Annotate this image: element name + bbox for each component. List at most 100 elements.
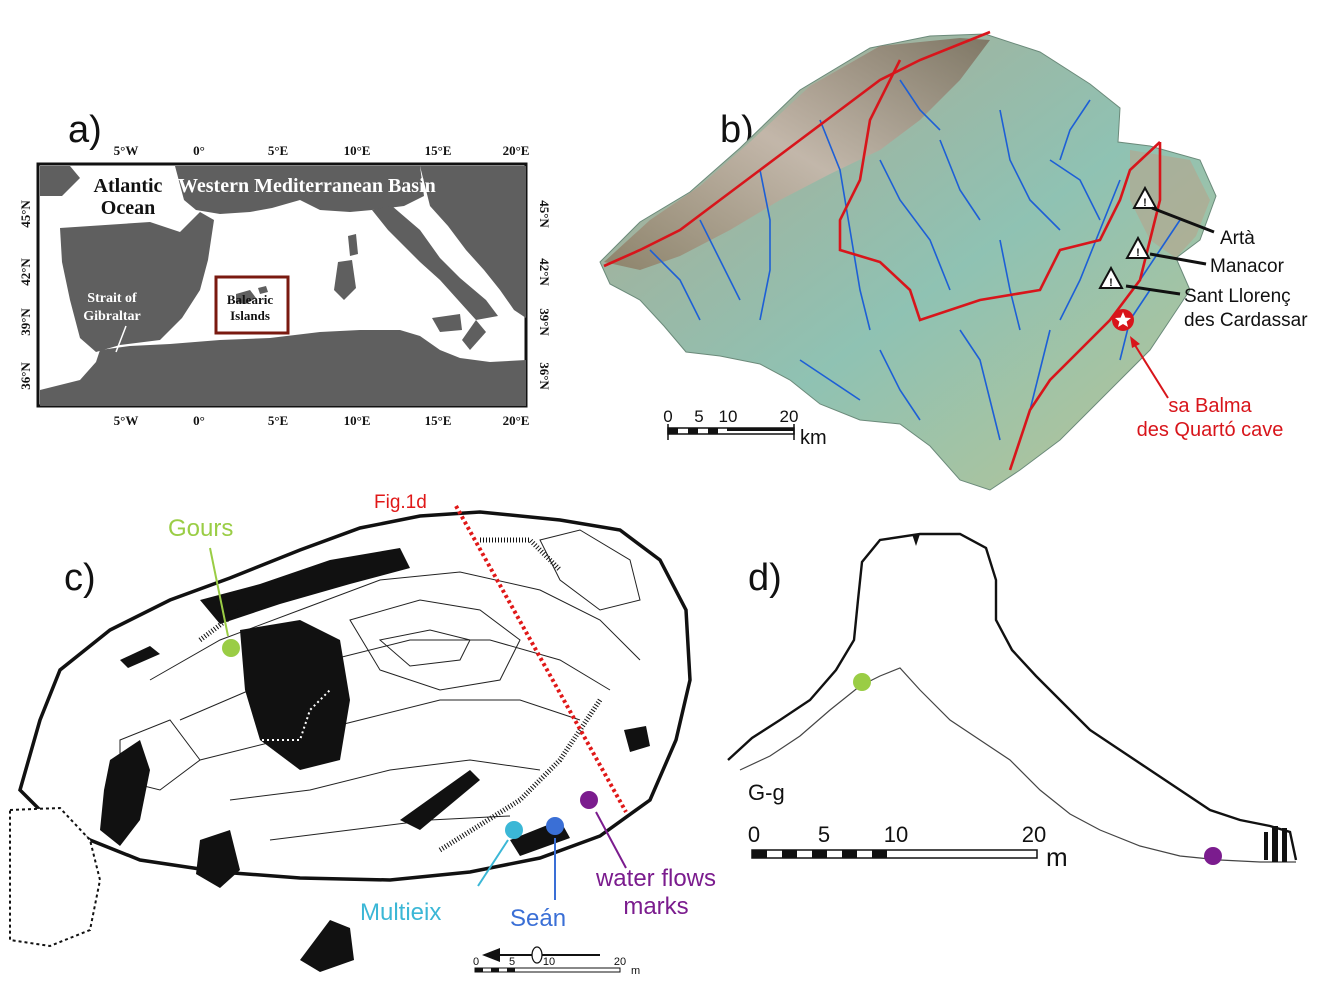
sean-marker [546,817,564,835]
panel-a-label: a) [68,109,102,151]
svg-text:!: ! [1143,197,1147,209]
scale-tick: 10 [884,822,908,847]
lon-tick-bottom: 5°E [268,413,288,428]
scale-unit-m-d: m [1046,842,1068,872]
panel-b-scale-labels: 0 5 10 20 [663,407,798,426]
lon-tick-top: 5°E [268,143,288,158]
cave-label-1: sa Balma [1168,395,1252,417]
lon-tick-top: 10°E [344,143,371,158]
scale-tick: 20 [614,956,626,968]
cave-label-2: des Quartó cave [1137,419,1284,441]
scale-tick: 0 [663,407,672,426]
scale-tick: 10 [543,956,555,968]
scale-tick: 0 [473,956,479,968]
town-sant-llorenc: Sant Llorenç [1184,286,1291,307]
panel-d-section: d) G-g 0 5 10 20 m [727,532,1298,872]
svg-text:!: ! [1136,247,1140,259]
strait-label-2: Gibraltar [83,309,141,324]
gours-pointer [209,547,229,637]
strait-label-1: Strait of [87,291,137,306]
lon-tick-bottom: 5°W [114,413,139,428]
lon-tick-top: 0° [193,143,205,158]
water-marker [580,791,598,809]
sean-label: Seán [510,905,566,932]
lat-tick-right: 45°N [537,200,552,228]
lon-tick-top: 5°W [114,143,139,158]
panel-d-label: d) [748,557,782,599]
balearic-box [214,275,290,335]
panel-a-map: a) [18,109,552,428]
cave-star-icon [1112,309,1134,331]
fig-ref-label: Fig.1d [374,492,427,513]
cave-west-extension [9,806,102,948]
lat-tick-right: 39°N [537,308,552,336]
section-line [454,505,628,813]
scale-tick: 5 [509,956,515,968]
lon-tick-bottom: 10°E [344,413,371,428]
scale-tick: 5 [818,822,830,847]
rivers [649,79,1181,441]
water-label-2: marks [623,893,688,920]
lat-tick-left: 39°N [18,308,33,336]
section-dark-blocks [1264,826,1287,862]
panel-c-label: c) [64,557,96,599]
svg-text:!: ! [1109,277,1113,289]
town-manacor: Manacor [1210,256,1285,277]
panel-c-scale-labels: 0 5 10 20 [473,956,626,968]
panel-b-scale-bar [667,424,795,440]
gours-marker [222,639,240,657]
arta-relief [1130,150,1210,258]
lon-tick-bottom: 15°E [425,413,452,428]
cave-arrow [1132,341,1169,399]
manacor-warning-icon: ! [1125,235,1151,259]
balearic-label-2: Islands [230,308,270,323]
atlantic-label: Atlantic [94,175,163,197]
lon-tick-bottom: 20°E [503,413,530,428]
panel-c-north-arrow [482,946,600,964]
section-water-marker [1204,847,1222,865]
lat-ticks-left: 45°N 42°N 39°N 36°N [18,200,33,390]
cave-arrow-head [1130,336,1140,348]
balearic-label-1: Balearic [227,292,273,307]
gours-label: Gours [168,515,233,542]
lon-tick-top: 15°E [425,143,452,158]
panel-c-cave-plan: c) [9,492,716,977]
scale-tick: 20 [1022,822,1046,847]
arta-warning-icon: ! [1132,185,1158,209]
lon-tick-bottom: 0° [193,413,205,428]
ocean-label: Ocean [101,197,155,219]
strait-pointer [115,325,127,353]
lon-tick-top: 20°E [503,143,530,158]
section-floor [739,667,1296,863]
lat-ticks-right: 45°N 42°N 39°N 36°N [537,200,552,390]
basin-label: Western Mediterranean Basin [178,175,436,197]
cave-pillars [100,548,650,972]
panel-a-land [40,166,526,406]
section-ceiling [727,532,1298,861]
tramuntana-relief [604,38,990,270]
lat-tick-left: 36°N [18,362,33,390]
town-arta: Artà [1220,228,1255,249]
lat-tick-left: 42°N [18,258,33,286]
scale-tick: 10 [719,407,738,426]
scale-tick: 20 [780,407,799,426]
scale-unit-km: km [800,427,827,449]
lat-tick-right: 36°N [537,362,552,390]
water-pointer [595,811,627,869]
sant-llorenc-warning-icon: ! [1098,265,1124,289]
scale-tick: 5 [694,407,703,426]
section-stalactite [912,534,920,546]
lon-ticks-bottom: 5°W 0° 5°E 10°E 15°E 20°E [114,413,530,428]
panel-d-scale-labels: 0 5 10 20 [748,822,1046,847]
multieix-marker [505,821,523,839]
panel-c-scale-bar [474,967,621,973]
water-label-1: water flows [595,865,716,892]
scale-unit-m-c: m [631,965,640,977]
town-markers: ! ! ! [1098,185,1215,296]
lat-tick-right: 42°N [537,258,552,286]
panel-d-scale-bar [751,849,1038,859]
lat-tick-left: 45°N [18,200,33,228]
town-des-cardassar: des Cardassar [1184,310,1308,331]
section-gours-marker [853,673,871,691]
